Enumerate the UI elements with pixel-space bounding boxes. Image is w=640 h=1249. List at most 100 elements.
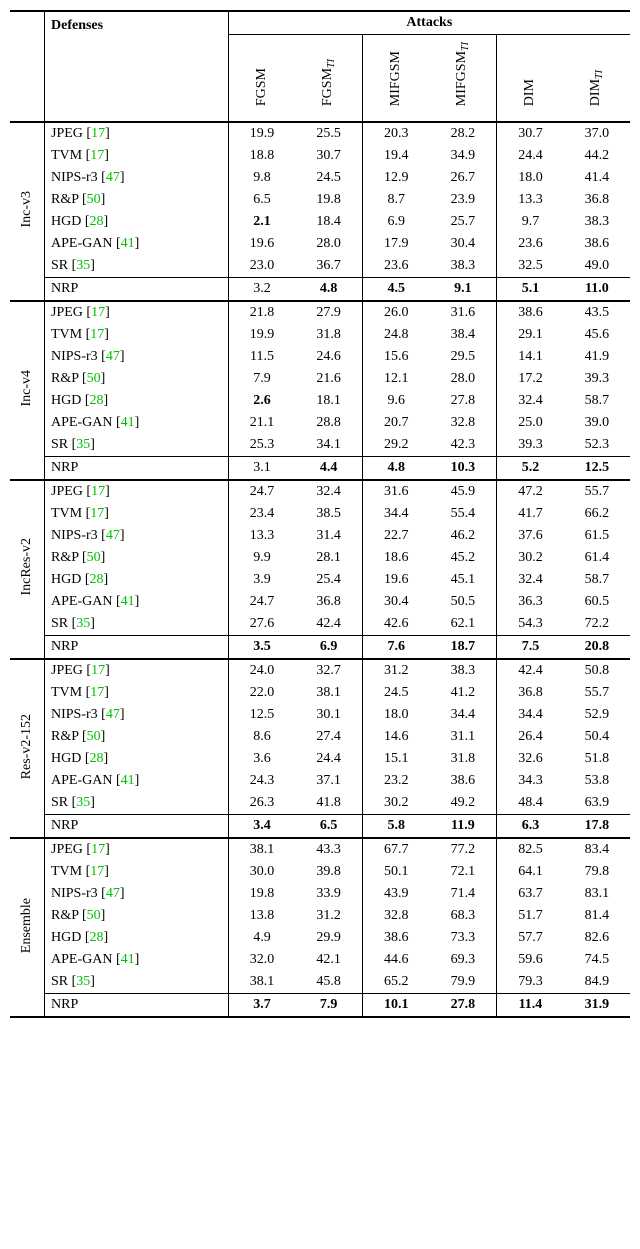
defense-name: HGD [28] [45, 569, 229, 591]
value-cell: 50.8 [564, 659, 630, 682]
value-cell: 27.6 [228, 613, 295, 636]
value-cell: 6.3 [497, 815, 564, 839]
value-cell: 21.1 [228, 412, 295, 434]
value-cell: 32.0 [228, 949, 295, 971]
value-cell: 36.3 [497, 591, 564, 613]
model-label: IncRes-v2 [10, 480, 45, 659]
value-cell: 24.6 [295, 346, 362, 368]
value-cell: 19.8 [295, 189, 362, 211]
value-cell: 45.2 [430, 547, 497, 569]
value-cell: 84.9 [564, 971, 630, 994]
defense-name: JPEG [17] [45, 301, 229, 324]
value-cell: 34.4 [362, 503, 429, 525]
defense-name: NIPS-r3 [47] [45, 346, 229, 368]
value-cell: 14.6 [362, 726, 429, 748]
value-cell: 69.3 [430, 949, 497, 971]
value-cell: 6.9 [362, 211, 429, 233]
value-cell: 4.9 [228, 927, 295, 949]
value-cell: 82.6 [564, 927, 630, 949]
value-cell: 34.9 [430, 145, 497, 167]
value-cell: 41.2 [430, 682, 497, 704]
value-cell: 42.4 [295, 613, 362, 636]
value-cell: 5.1 [497, 278, 564, 302]
value-cell: 32.4 [497, 390, 564, 412]
value-cell: 4.5 [362, 278, 429, 302]
defense-name: APE-GAN [41] [45, 770, 229, 792]
value-cell: 29.5 [430, 346, 497, 368]
value-cell: 61.5 [564, 525, 630, 547]
value-cell: 14.1 [497, 346, 564, 368]
defense-name-nrp: NRP [45, 636, 229, 660]
value-cell: 79.8 [564, 861, 630, 883]
value-cell: 51.7 [497, 905, 564, 927]
value-cell: 27.8 [430, 390, 497, 412]
value-cell: 42.4 [497, 659, 564, 682]
value-cell: 31.9 [564, 994, 630, 1018]
defenses-header: Defenses [45, 11, 229, 122]
value-cell: 28.1 [295, 547, 362, 569]
value-cell: 13.3 [497, 189, 564, 211]
value-cell: 49.2 [430, 792, 497, 815]
value-cell: 63.7 [497, 883, 564, 905]
value-cell: 34.4 [497, 704, 564, 726]
value-cell: 32.4 [497, 569, 564, 591]
value-cell: 28.0 [430, 368, 497, 390]
value-cell: 32.4 [295, 480, 362, 503]
value-cell: 19.6 [362, 569, 429, 591]
value-cell: 49.0 [564, 255, 630, 278]
defense-name: APE-GAN [41] [45, 233, 229, 255]
value-cell: 62.1 [430, 613, 497, 636]
value-cell: 32.5 [497, 255, 564, 278]
value-cell: 11.5 [228, 346, 295, 368]
value-cell: 18.7 [430, 636, 497, 660]
value-cell: 42.6 [362, 613, 429, 636]
value-cell: 37.0 [564, 122, 630, 145]
value-cell: 61.4 [564, 547, 630, 569]
value-cell: 30.2 [362, 792, 429, 815]
defense-name: TVM [17] [45, 324, 229, 346]
value-cell: 34.3 [497, 770, 564, 792]
value-cell: 44.6 [362, 949, 429, 971]
defense-name: APE-GAN [41] [45, 949, 229, 971]
value-cell: 50.1 [362, 861, 429, 883]
value-cell: 18.8 [228, 145, 295, 167]
value-cell: 11.4 [497, 994, 564, 1018]
value-cell: 22.0 [228, 682, 295, 704]
value-cell: 64.1 [497, 861, 564, 883]
value-cell: 29.2 [362, 434, 429, 457]
value-cell: 38.3 [564, 211, 630, 233]
defense-name: APE-GAN [41] [45, 591, 229, 613]
value-cell: 17.9 [362, 233, 429, 255]
defense-name: SR [35] [45, 971, 229, 994]
value-cell: 83.4 [564, 838, 630, 861]
value-cell: 31.4 [295, 525, 362, 547]
value-cell: 38.1 [228, 971, 295, 994]
defense-name: TVM [17] [45, 861, 229, 883]
value-cell: 19.9 [228, 324, 295, 346]
defense-name: JPEG [17] [45, 480, 229, 503]
value-cell: 23.6 [362, 255, 429, 278]
value-cell: 31.6 [430, 301, 497, 324]
value-cell: 24.5 [362, 682, 429, 704]
value-cell: 7.9 [228, 368, 295, 390]
col-dim: DIM [497, 35, 564, 123]
value-cell: 38.1 [228, 838, 295, 861]
value-cell: 17.8 [564, 815, 630, 839]
attacks-header: Attacks [228, 11, 630, 35]
col-mifgsm-ti: MIFGSMTI [430, 35, 497, 123]
value-cell: 18.1 [295, 390, 362, 412]
defense-name: SR [35] [45, 792, 229, 815]
value-cell: 18.0 [497, 167, 564, 189]
value-cell: 42.1 [295, 949, 362, 971]
value-cell: 58.7 [564, 390, 630, 412]
value-cell: 28.8 [295, 412, 362, 434]
col-dim-ti: DIMTI [564, 35, 630, 123]
value-cell: 79.9 [430, 971, 497, 994]
value-cell: 12.5 [564, 457, 630, 481]
value-cell: 38.6 [430, 770, 497, 792]
defense-name: R&P [50] [45, 189, 229, 211]
value-cell: 58.7 [564, 569, 630, 591]
value-cell: 29.1 [497, 324, 564, 346]
value-cell: 31.8 [295, 324, 362, 346]
value-cell: 8.6 [228, 726, 295, 748]
